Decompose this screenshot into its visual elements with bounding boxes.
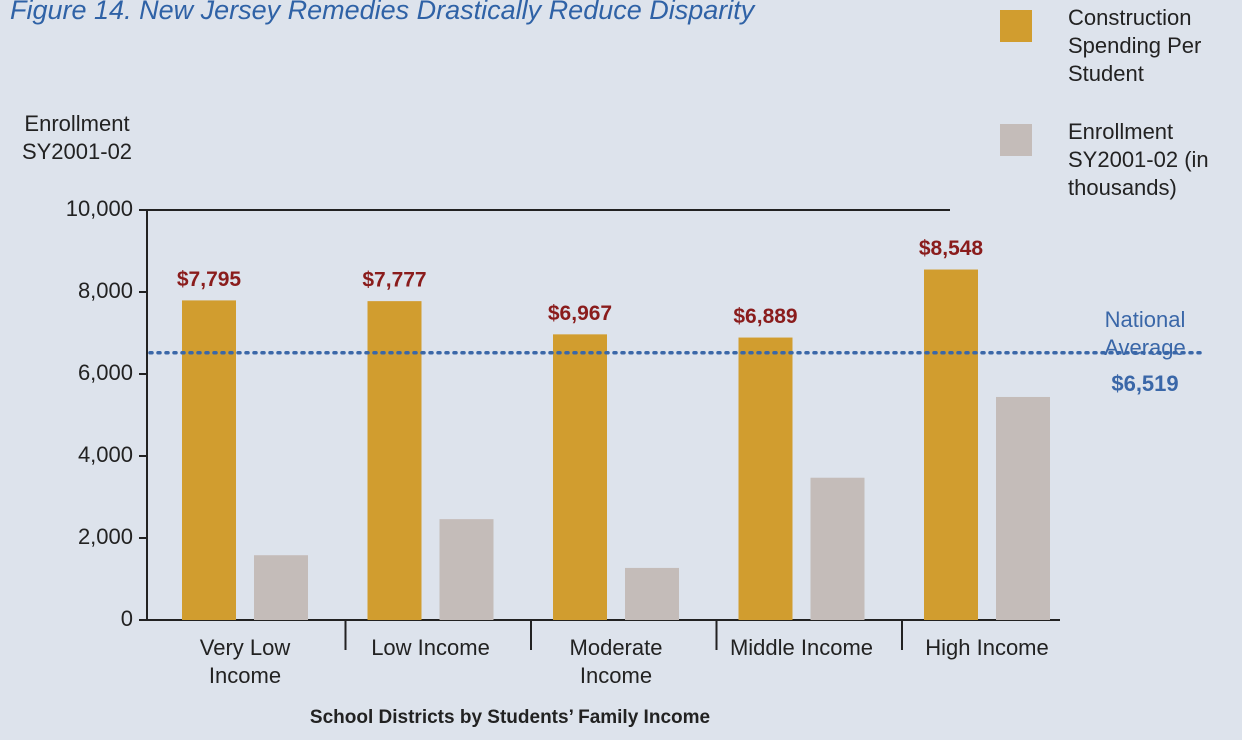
x-tick-label: Middle Income xyxy=(729,635,874,660)
bar xyxy=(625,567,679,620)
bar xyxy=(810,477,865,620)
bar xyxy=(439,519,494,620)
bar xyxy=(553,334,607,620)
x-tick-label: Moderate Income xyxy=(569,635,663,688)
chart-title: Figure 14. New Jersey Remedies Drastical… xyxy=(10,0,756,25)
x-axis-label: School Districts by Students’ Family Inc… xyxy=(310,707,710,728)
bar xyxy=(182,300,236,620)
bar xyxy=(924,269,978,620)
x-tick-label: Very Low Income xyxy=(199,635,291,688)
value-label: $7,777 xyxy=(362,269,426,292)
y-tick-label: 2,000 xyxy=(78,524,133,549)
legend-swatch xyxy=(1000,10,1032,42)
legend-label: Construction Spending Per Student xyxy=(1068,5,1202,86)
y-tick-label: 8,000 xyxy=(78,278,133,303)
reference-value: $6,519 xyxy=(1111,371,1179,396)
reference-label: National Average xyxy=(1104,307,1186,360)
y-tick-label: 4,000 xyxy=(78,442,133,467)
bar xyxy=(738,337,793,620)
x-tick-label: High Income xyxy=(925,635,1049,660)
y-axis-label: Enrollment SY2001-02 xyxy=(21,111,133,164)
value-label: $7,795 xyxy=(177,268,242,291)
value-label: $8,548 xyxy=(919,237,984,260)
y-tick-label: 0 xyxy=(121,606,133,631)
y-tick-label: 6,000 xyxy=(78,360,133,385)
value-label: $6,967 xyxy=(548,302,612,325)
bar xyxy=(367,301,422,620)
x-tick-label: Low Income xyxy=(371,635,490,660)
legend-label: Enrollment SY2001-02 (in thousands) xyxy=(1068,119,1209,200)
bar xyxy=(254,555,308,620)
y-tick-label: 10,000 xyxy=(66,196,133,221)
value-label: $6,889 xyxy=(733,305,797,328)
bar xyxy=(996,396,1050,620)
legend-swatch xyxy=(1000,124,1032,156)
